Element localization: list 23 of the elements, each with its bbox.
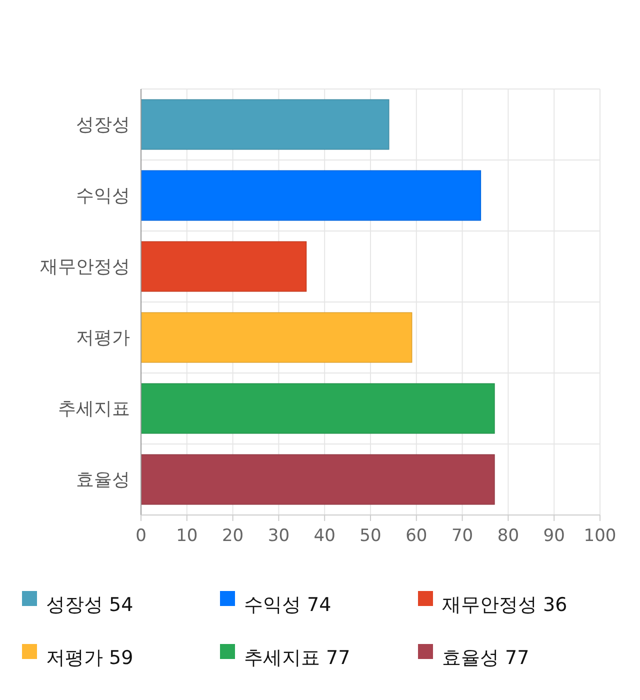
x-tick-label: 10	[176, 526, 198, 546]
x-tick-label: 90	[543, 526, 565, 546]
x-tick-label: 30	[268, 526, 290, 546]
x-tick-label: 0	[136, 526, 146, 546]
legend-label: 재무안정성 36	[442, 594, 568, 616]
y-tick-label: 추세지표	[58, 398, 130, 420]
legend-label: 추세지표 77	[244, 647, 350, 669]
x-tick-label: 70	[451, 526, 474, 546]
legend-label: 성장성 54	[46, 594, 134, 616]
x-tick-label: 60	[406, 526, 428, 546]
y-tick-label: 수익성	[76, 186, 130, 206]
x-tick-label: 80	[497, 526, 520, 546]
y-tick-label: 효율성	[76, 470, 130, 490]
y-tick-label: 저평가	[76, 328, 130, 348]
x-tick-label: 20	[222, 526, 244, 546]
legend-label: 저평가 59	[46, 647, 134, 669]
y-tick-label: 성장성	[76, 114, 130, 136]
legend-label: 효율성 77	[442, 647, 530, 669]
x-tick-label: 50	[360, 526, 382, 546]
x-tick-label: 40	[314, 526, 336, 546]
legend-label: 수익성 74	[244, 594, 332, 616]
x-tick-label: 100	[584, 526, 616, 546]
y-tick-label: 재무안정성	[40, 256, 130, 278]
